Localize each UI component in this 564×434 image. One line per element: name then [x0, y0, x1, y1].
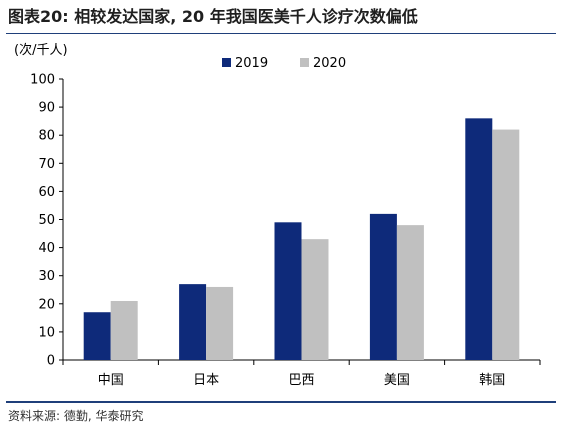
footer-divider	[6, 401, 556, 403]
x-tick-label: 日本	[193, 373, 219, 388]
bar-2020	[206, 286, 234, 360]
bar-2019	[274, 222, 302, 360]
y-tick-label: 80	[38, 129, 55, 144]
source-note: 资料来源: 德勤, 华泰研究	[8, 409, 144, 423]
x-tick-label: 巴西	[288, 373, 314, 388]
chart-title: 图表20: 相较发达国家, 20 年我国医美千人诊疗次数偏低	[8, 7, 418, 26]
y-tick-label: 100	[30, 73, 55, 88]
y-tick-label: 70	[38, 157, 55, 172]
y-tick-label: 20	[38, 297, 55, 312]
y-tick-label: 90	[38, 101, 55, 116]
y-tick-label: 0	[47, 354, 55, 369]
bar-2020	[492, 129, 520, 360]
y-tick-label: 50	[38, 213, 55, 228]
x-tick-label: 中国	[98, 373, 124, 388]
legend-label: 2020	[313, 56, 346, 71]
legend-swatch-2019	[222, 58, 231, 67]
bar-2019	[179, 284, 207, 360]
x-tick-label: 韩国	[479, 373, 505, 388]
y-axis-unit-label: (次/千人)	[14, 43, 68, 58]
x-tick-label: 美国	[384, 373, 410, 388]
y-tick-label: 60	[38, 185, 55, 200]
bar-2020	[110, 300, 138, 360]
bar-2019	[83, 312, 111, 360]
bar-2020	[301, 239, 329, 360]
y-tick-label: 30	[38, 269, 55, 284]
title-divider	[6, 33, 556, 34]
y-tick-label: 10	[38, 325, 55, 340]
legend-label: 2019	[235, 56, 268, 71]
bar-2019	[369, 213, 397, 360]
bar-2020	[396, 225, 424, 360]
legend-swatch-2020	[300, 58, 309, 67]
y-tick-label: 40	[38, 241, 55, 256]
bar-2019	[465, 118, 493, 360]
